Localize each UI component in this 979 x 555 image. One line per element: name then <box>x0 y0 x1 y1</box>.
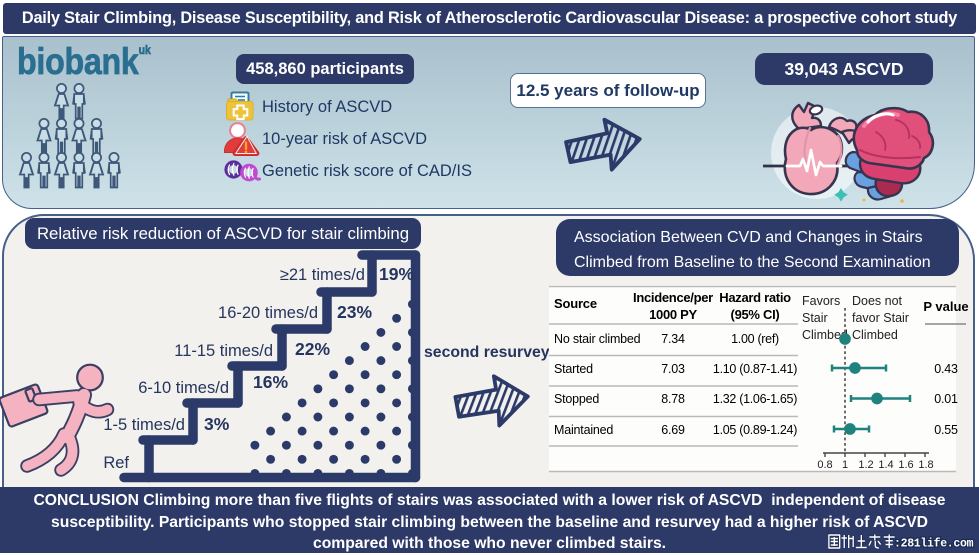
svg-text:1.2: 1.2 <box>858 459 873 471</box>
svg-text:1.8: 1.8 <box>918 459 933 471</box>
svg-text:1.6: 1.6 <box>898 459 913 471</box>
svg-text::281life.com: :281life.com <box>894 538 974 551</box>
svg-text:0.8: 0.8 <box>817 459 832 471</box>
svg-text:1: 1 <box>842 459 848 471</box>
svg-text:1.4: 1.4 <box>878 459 893 471</box>
